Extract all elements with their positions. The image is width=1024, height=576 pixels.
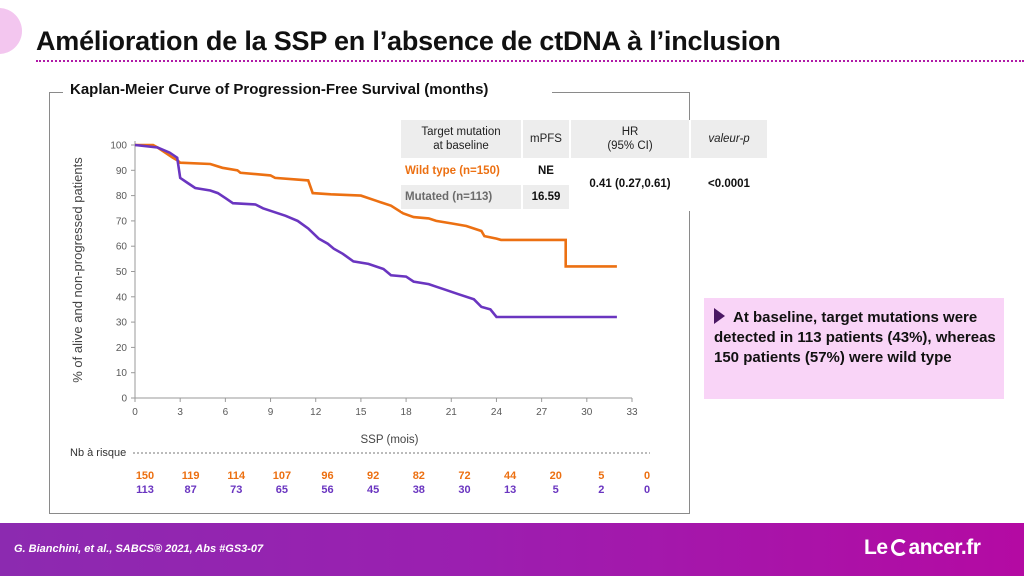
- risk-count-wild: 114: [227, 470, 246, 482]
- callout-box: At baseline, target mutations were detec…: [704, 298, 1004, 399]
- risk-count-mutated: 2: [598, 484, 604, 496]
- row-mut-mpfs: 16.59: [522, 184, 571, 211]
- chart-heading: Kaplan-Meier Curve of Progression-Free S…: [70, 81, 489, 98]
- stats-table-header: Target mutation at baseline mPFS HR (95% C…: [401, 120, 769, 158]
- y-axis-title: % of alive and non-progressed patients: [70, 157, 85, 383]
- y-tick-label: 90: [116, 166, 128, 177]
- at-risk-label: Nb à risque: [70, 447, 127, 459]
- footer-citation: G. Bianchini, et al., SABCS® 2021, Abs #…: [14, 543, 264, 555]
- x-tick-label: 6: [223, 407, 229, 418]
- stats-table: Target mutation at baseline mPFS HR (95% C…: [401, 120, 769, 211]
- x-tick-label: 9: [268, 407, 274, 418]
- x-tick-label: 24: [491, 407, 503, 418]
- risk-count-mutated: 113: [136, 484, 154, 496]
- risk-count-wild: 72: [458, 470, 470, 482]
- risk-count-wild: 92: [367, 470, 379, 482]
- risk-count-mutated: 38: [413, 484, 425, 496]
- x-tick-label: 3: [177, 407, 183, 418]
- risk-count-mutated: 56: [321, 484, 333, 496]
- risk-count-mutated: 45: [367, 484, 379, 496]
- risk-count-wild: 150: [136, 470, 154, 482]
- logo-c-icon: [890, 539, 908, 556]
- row-wild-group: Wild type (n=150): [401, 158, 523, 185]
- x-tick-label: 12: [310, 407, 322, 418]
- title-divider: [36, 60, 1024, 62]
- table-row: Wild type (n=150) NE 0.41 (0.27,0.61) <0…: [401, 158, 769, 211]
- chart-frame: [49, 92, 690, 514]
- chart-frame-top-left: [49, 92, 63, 93]
- risk-count-mutated: 73: [230, 484, 242, 496]
- y-tick-label: 0: [121, 394, 127, 405]
- chart-frame-top-right: [552, 92, 690, 93]
- hr-value: 0.41 (0.27,0.61): [570, 158, 691, 211]
- logo-left-text: Le: [864, 536, 888, 559]
- p-value: <0.0001: [690, 158, 769, 211]
- table-row: Mutated (n=113) 16.59: [401, 184, 768, 211]
- mutated-curve: [134, 143, 617, 319]
- y-tick-label: 50: [116, 267, 128, 278]
- x-tick-label: 27: [536, 407, 548, 418]
- risk-count-wild: 119: [182, 470, 200, 482]
- risk-count-mutated: 30: [458, 484, 470, 496]
- corner-accent: [0, 8, 22, 54]
- footer-bar: [0, 523, 1024, 576]
- stats-header-group: Target mutation at baseline: [401, 120, 523, 158]
- row-wild-mpfs: NE: [522, 158, 571, 185]
- logo-right-text: ancer.fr: [908, 536, 981, 559]
- risk-count-mutated: 87: [185, 484, 197, 496]
- stats-header-mpfs: mPFS: [522, 120, 571, 158]
- x-axis-title: SSP (mois): [361, 434, 419, 446]
- risk-count-wild: 107: [273, 470, 291, 482]
- y-tick-label: 40: [116, 292, 128, 303]
- y-tick-label: 10: [116, 368, 128, 379]
- page-title: Amélioration de la SSP en l’absence de c…: [36, 26, 781, 56]
- y-tick-label: 70: [116, 216, 128, 227]
- risk-count-wild: 96: [321, 470, 333, 482]
- y-tick-label: 30: [116, 318, 128, 329]
- risk-count-mutated: 0: [644, 484, 650, 496]
- row-mut-group: Mutated (n=113): [401, 184, 523, 211]
- x-tick-label: 21: [446, 407, 458, 418]
- x-tick-label: 15: [355, 407, 367, 418]
- chart-axes: 0 3 6 9 12 15 18 21 24 27 30 33 0 10 20 30 40 50 60 70 80 90 1…: [70, 141, 638, 447]
- risk-count-mutated: 13: [504, 484, 516, 496]
- stats-header-hr: HR (95% CI): [570, 120, 691, 158]
- risk-count-wild: 0: [644, 470, 650, 482]
- x-tick-label: 18: [401, 407, 413, 418]
- risk-count-mutated: 65: [276, 484, 288, 496]
- callout-text: At baseline, target mutations were detec…: [714, 309, 996, 366]
- y-tick-label: 60: [116, 242, 128, 253]
- risk-count-wild: 20: [550, 470, 562, 482]
- risk-count-wild: 44: [504, 470, 517, 482]
- risk-count-mutated: 5: [553, 484, 559, 496]
- brand-logo: Le ancer.fr: [864, 536, 981, 560]
- risk-count-wild: 82: [413, 470, 425, 482]
- y-tick-label: 80: [116, 191, 128, 202]
- risk-count-wild: 5: [598, 470, 604, 482]
- y-tick-label: 100: [110, 141, 127, 152]
- x-tick-label: 33: [626, 407, 638, 418]
- x-tick-label: 0: [132, 407, 138, 418]
- chart-series: [134, 143, 617, 319]
- y-tick-label: 20: [116, 343, 128, 354]
- arrow-right-icon: [714, 308, 725, 324]
- stats-header-p: valeur-p: [690, 120, 769, 158]
- x-tick-label: 30: [581, 407, 593, 418]
